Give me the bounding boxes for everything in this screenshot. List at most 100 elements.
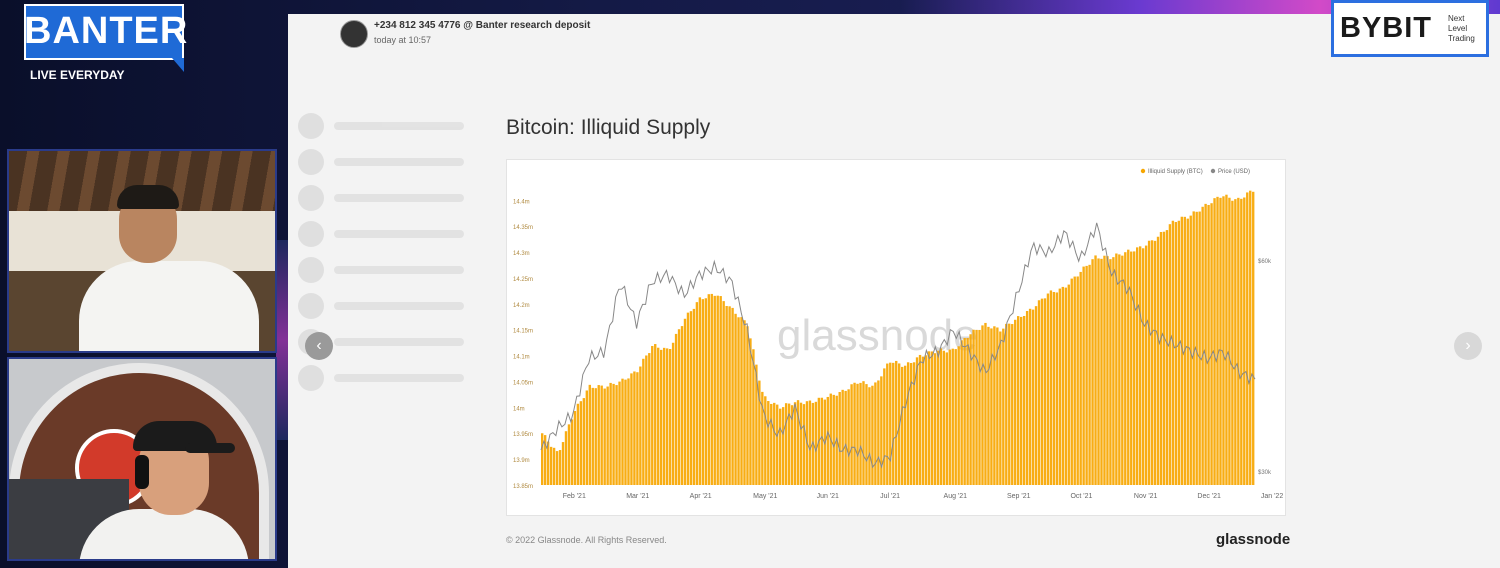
host-two-shirt (79, 509, 249, 559)
supply-bar (981, 325, 984, 485)
supply-bar (737, 317, 740, 485)
supply-bar (969, 334, 972, 485)
next-image-button[interactable]: › (1454, 332, 1482, 360)
supply-bar (1210, 203, 1213, 485)
supply-bar (975, 329, 978, 485)
supply-bar (594, 388, 597, 485)
list-item[interactable] (298, 364, 488, 392)
supply-bar (1082, 266, 1085, 485)
supply-bar (1240, 198, 1243, 485)
supply-bar (558, 450, 562, 485)
supply-bar (1198, 211, 1201, 485)
x-tick-label: Aug '21 (944, 493, 968, 500)
supply-bar (633, 371, 636, 485)
supply-bar (749, 338, 752, 485)
supply-bar (1246, 192, 1249, 485)
supply-bar (1222, 196, 1225, 485)
supply-bar (1249, 190, 1252, 485)
supply-bar (1237, 197, 1240, 485)
supply-bar (1037, 300, 1041, 485)
list-item[interactable] (298, 148, 488, 176)
supply-bar (838, 392, 841, 485)
supply-bar (573, 411, 577, 485)
supply-bar (1201, 206, 1204, 485)
list-item[interactable] (298, 184, 488, 212)
supply-bar (972, 329, 975, 485)
supply-bar (936, 350, 940, 485)
supply-bar (707, 294, 710, 485)
supply-bar (960, 340, 963, 485)
supply-bar (1011, 324, 1014, 485)
supply-bar (895, 360, 898, 485)
previous-image-button[interactable]: ‹ (305, 332, 333, 360)
supply-bar (927, 351, 931, 485)
supply-bar (752, 349, 755, 485)
supply-bar (954, 349, 957, 485)
host-one-hair (117, 185, 179, 209)
illiquid-supply-chart: 13.85m 13.9m 13.95m 14m 14.05m 14.1m 14.15m 14.… (513, 168, 1283, 500)
list-item[interactable] (298, 112, 488, 140)
supply-bar (1124, 252, 1127, 485)
supply-bar (543, 435, 547, 485)
supply-bar (987, 326, 990, 485)
supply-bar (695, 302, 699, 485)
supply-bar (758, 380, 761, 485)
x-tick-label: Sep '21 (1007, 493, 1031, 500)
supply-bar (799, 402, 803, 485)
supply-bar (802, 404, 806, 485)
supply-bar (1049, 290, 1053, 485)
supply-bar (698, 297, 702, 485)
supply-bar (865, 384, 868, 485)
supply-bar (1127, 249, 1130, 485)
supply-bar (847, 389, 850, 485)
supply-bar (790, 405, 794, 485)
supply-bar (731, 307, 734, 485)
supply-bar (993, 326, 996, 485)
supply-bar (725, 306, 728, 485)
supply-bar (1136, 247, 1139, 485)
y-tick-label: 14.3m (513, 251, 530, 257)
supply-bar (1094, 255, 1097, 485)
banter-tagline: LIVE EVERYDAY (30, 68, 125, 82)
supply-bar (793, 402, 797, 485)
blurred-chat-list (298, 104, 488, 544)
supply-bar (886, 363, 889, 485)
supply-bar (639, 366, 642, 485)
supply-bar (1130, 251, 1133, 485)
x-tick-label: Jun '21 (817, 493, 839, 500)
supply-bar (1091, 259, 1094, 485)
supply-bar (1171, 220, 1175, 485)
supply-bar (1228, 197, 1231, 485)
x-tick-label: Feb '21 (563, 493, 586, 500)
supply-bar (850, 384, 853, 485)
supply-bar (612, 383, 615, 485)
supply-bar (770, 403, 773, 485)
supply-bar (930, 351, 934, 485)
supply-bar (1147, 240, 1151, 485)
supply-bar (814, 401, 818, 485)
supply-bar (933, 353, 937, 485)
supply-bar (624, 379, 627, 485)
supply-bar (1008, 323, 1011, 485)
supply-bar (877, 380, 880, 485)
supply-bar (1058, 288, 1062, 485)
list-item[interactable] (298, 220, 488, 248)
supply-bar (859, 382, 862, 485)
supply-bar (1019, 316, 1023, 485)
supply-bar (1085, 265, 1088, 485)
supply-bar (1106, 256, 1109, 485)
bybit-tagline: Next Level Trading (1448, 14, 1475, 43)
supply-bar (832, 394, 835, 485)
supply-bar (585, 390, 589, 485)
message-sender[interactable]: +234 812 345 4776 @ Banter research depo… (374, 20, 591, 31)
supply-bar (627, 378, 630, 485)
y-tick-label: 13.85m (513, 484, 533, 490)
supply-bar (645, 355, 648, 485)
list-item[interactable] (298, 292, 488, 320)
sender-avatar[interactable] (340, 20, 368, 48)
supply-bar (764, 396, 767, 485)
supply-bar (591, 387, 594, 485)
supply-bar (1046, 293, 1050, 485)
list-item[interactable] (298, 256, 488, 284)
supply-bar (668, 348, 672, 485)
